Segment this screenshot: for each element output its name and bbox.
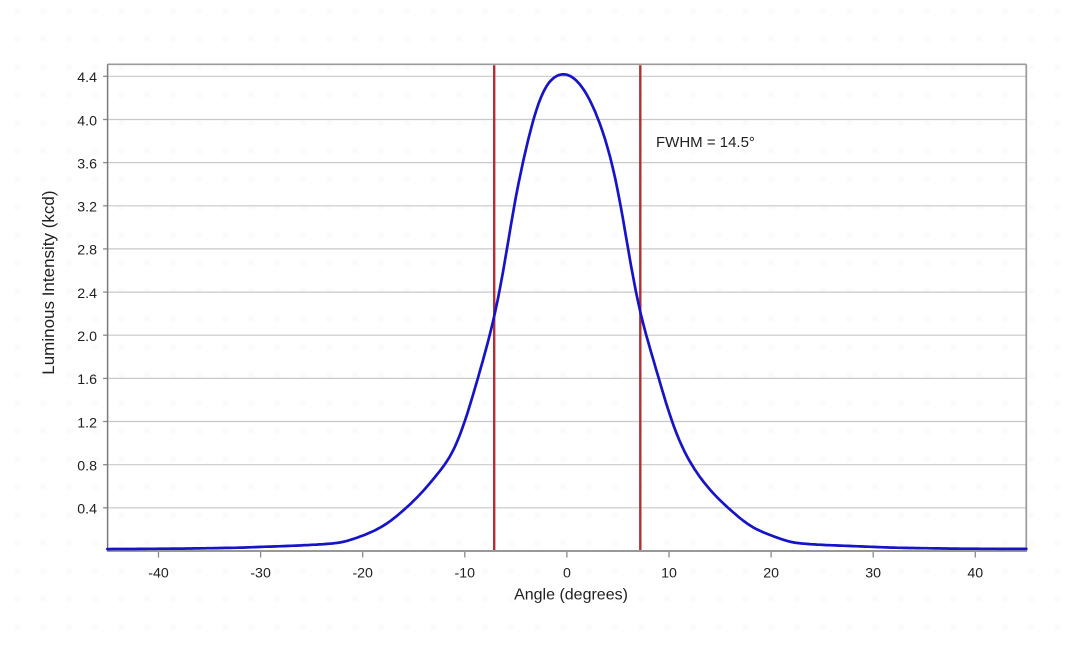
svg-text:-30: -30 bbox=[250, 565, 271, 581]
svg-text:-40: -40 bbox=[148, 565, 169, 581]
svg-text:3.6: 3.6 bbox=[77, 156, 97, 172]
svg-text:1.6: 1.6 bbox=[77, 372, 97, 388]
svg-text:Luminous Intensity (kcd): Luminous Intensity (kcd) bbox=[39, 190, 58, 374]
svg-text:2.8: 2.8 bbox=[77, 243, 97, 259]
svg-text:3.2: 3.2 bbox=[77, 200, 97, 216]
svg-text:30: 30 bbox=[865, 565, 881, 581]
svg-text:0: 0 bbox=[563, 565, 571, 581]
svg-text:20: 20 bbox=[763, 565, 779, 581]
svg-text:Angle (degrees): Angle (degrees) bbox=[514, 586, 628, 603]
svg-text:4.0: 4.0 bbox=[77, 113, 97, 129]
svg-text:FWHM = 14.5°: FWHM = 14.5° bbox=[656, 134, 755, 151]
svg-text:2.0: 2.0 bbox=[77, 329, 97, 345]
svg-text:-10: -10 bbox=[455, 565, 476, 581]
svg-text:0.8: 0.8 bbox=[77, 459, 97, 475]
svg-text:4.4: 4.4 bbox=[77, 70, 97, 86]
svg-text:2.4: 2.4 bbox=[77, 286, 97, 302]
svg-text:40: 40 bbox=[967, 565, 983, 581]
svg-text:10: 10 bbox=[661, 565, 677, 581]
svg-text:-20: -20 bbox=[352, 565, 373, 581]
svg-text:1.2: 1.2 bbox=[77, 415, 97, 431]
svg-text:0.4: 0.4 bbox=[77, 502, 97, 518]
